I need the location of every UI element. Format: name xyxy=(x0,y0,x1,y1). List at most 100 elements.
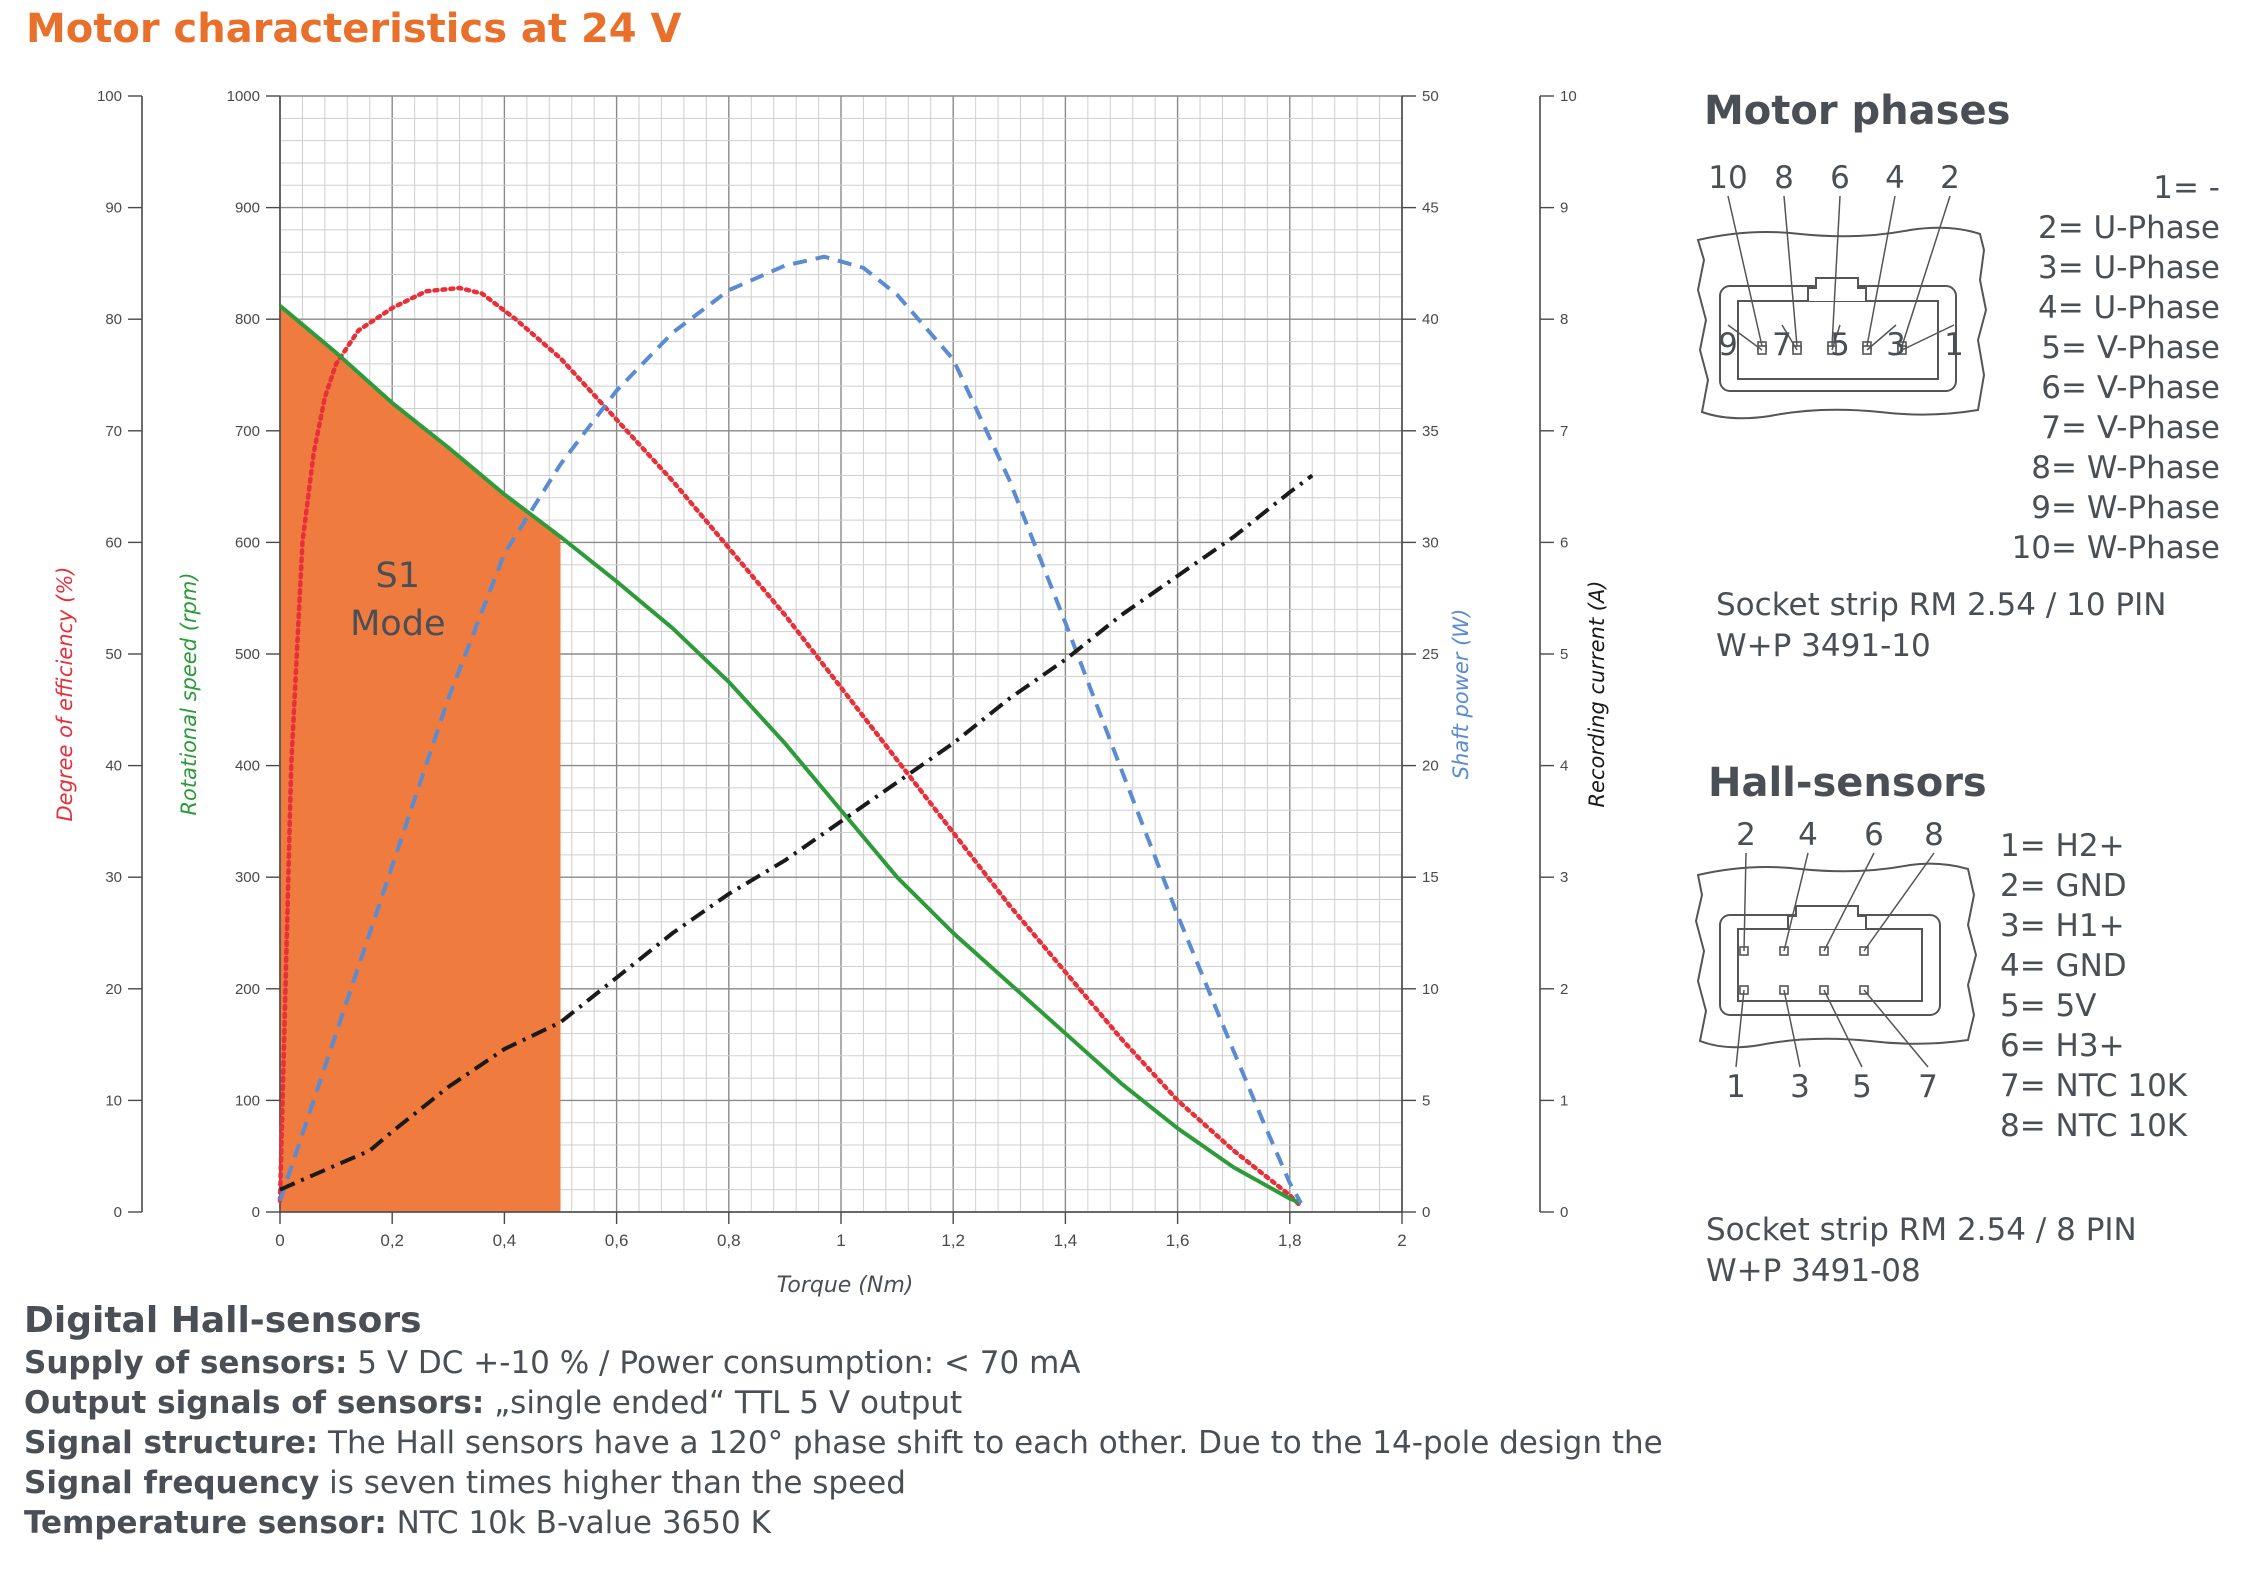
hall-info-line: Output signals of sensors: „single ended… xyxy=(24,1385,963,1421)
x-axis-label: Torque (Nm) xyxy=(777,1273,914,1298)
axis-tick-label: 1000 xyxy=(227,88,260,105)
series-line-speed xyxy=(278,304,1302,1205)
motor-phases-socket-line1: Socket strip RM 2.54 / 10 PIN xyxy=(1716,587,2167,623)
axis-tick-label: 9 xyxy=(1560,200,1568,217)
hall-info-heading: Digital Hall-sensors xyxy=(24,1300,422,1341)
x-axis-tick-label: 1,6 xyxy=(1166,1231,1190,1250)
axis-tick-label: 35 xyxy=(1422,423,1439,440)
hall-sensor-pin-assignment: 5= 5V xyxy=(2000,988,2097,1024)
page-title: Motor characteristics at 24 V xyxy=(26,6,682,52)
connector-pin-number: 1 xyxy=(1944,327,1964,363)
axis-tick-label: 90 xyxy=(105,200,122,217)
axis-tick-label: 20 xyxy=(105,981,122,998)
axis-label-current: Recording current (A) xyxy=(1585,580,1609,807)
x-axis-tick-label: 0,8 xyxy=(717,1231,741,1250)
connector-pin-number: 10 xyxy=(1708,160,1747,196)
chart-series xyxy=(277,254,1314,1209)
motor-phases-connector-diagram: 10 8 6 4 2 9 7 5 3 1 xyxy=(1696,160,1988,420)
connector-key xyxy=(1807,277,1867,301)
axis-tick-label: 50 xyxy=(105,646,122,663)
motor-phase-pin-assignment: 6= V-Phase xyxy=(2041,370,2220,406)
connector-pin-number: 7 xyxy=(1772,327,1792,363)
connector-leader xyxy=(1727,324,1763,351)
connector-pin-number: 6 xyxy=(1830,160,1850,196)
axis-tick-label: 200 xyxy=(235,981,260,998)
axis-tick-label: 900 xyxy=(235,200,260,217)
hall-info-line: Signal structure: The Hall sensors have … xyxy=(24,1425,1663,1461)
s1-mode-label: S1 xyxy=(376,556,421,596)
axis-tick-label: 100 xyxy=(97,88,122,105)
connector-leader xyxy=(1735,989,1745,1068)
axis-tick-label: 100 xyxy=(235,1092,260,1109)
connector-pin-number: 4 xyxy=(1885,160,1905,196)
connector-leader xyxy=(1831,195,1841,347)
s1-mode-region xyxy=(280,305,561,1213)
axis-tick-label: 2 xyxy=(1560,981,1568,998)
axis-label-power: Shaft power (W) xyxy=(1449,609,1473,780)
axis-tick-label: 3 xyxy=(1560,869,1568,886)
hall-sensors-pin-list: 1= H2+ 2= GND 3= H1+ 4= GND 5= 5V 6= H3+ 7= NT… xyxy=(2000,826,2190,1146)
connector-pin-number: 3 xyxy=(1790,1069,1810,1105)
axis-tick-label: 50 xyxy=(1422,88,1439,105)
axis-tick-label: 40 xyxy=(105,758,122,775)
hall-sensor-pin-assignment: 4= GND xyxy=(2000,948,2127,984)
hall-sensor-pin-assignment: 3= H1+ xyxy=(2000,908,2125,944)
x-axis-tick-label: 0,4 xyxy=(493,1231,517,1250)
hall-info-line: Supply of sensors: 5 V DC +-10 % / Power… xyxy=(24,1345,1081,1381)
connector-pin-number: 3 xyxy=(1886,327,1906,363)
connector-key xyxy=(1787,905,1867,929)
connector-leader xyxy=(1783,989,1801,1068)
hall-sensor-pin-assignment: 2= GND xyxy=(2000,868,2127,904)
x-axis-tick-label: 0,2 xyxy=(380,1231,404,1250)
connector-leader xyxy=(1831,324,1841,351)
axis-tick-label: 500 xyxy=(235,646,260,663)
axis-tick-label: 30 xyxy=(1422,534,1439,551)
connector-leader xyxy=(1901,195,1951,347)
s1-mode-region-group: S1 Mode xyxy=(280,305,561,1213)
connector-leader xyxy=(1783,195,1798,347)
connector-pin-number: 9 xyxy=(1718,327,1738,363)
motor-phase-pin-assignment: 5= V-Phase xyxy=(2041,330,2220,366)
axis-tick-label: 0 xyxy=(114,1204,122,1221)
axis-label-efficiency: Degree of efficiency (%) xyxy=(53,567,77,822)
motor-phases-heading: Motor phases xyxy=(1704,88,2011,134)
motor-phases-socket-line2: W+P 3491-10 xyxy=(1716,628,1931,664)
motor-phase-pin-assignment: 10= W-Phase xyxy=(2011,530,2220,566)
hall-sensor-pin-assignment: 6= H3+ xyxy=(2000,1028,2125,1064)
axis-tick-label: 4 xyxy=(1560,758,1568,775)
x-axis-tick-label: 0 xyxy=(275,1231,284,1250)
hall-sensors-connector-diagram: 2 4 6 8 1 3 5 7 xyxy=(1694,817,1978,1105)
hall-sensor-pin-assignment: 7= NTC 10K xyxy=(2000,1068,2188,1104)
series-line-efficiency xyxy=(277,285,1304,1209)
axis-tick-label: 45 xyxy=(1422,200,1439,217)
series-line-current xyxy=(279,473,1314,1192)
axis-tick-label: 20 xyxy=(1422,758,1439,775)
connector-leader xyxy=(1783,852,1809,952)
axis-tick-label: 700 xyxy=(235,423,260,440)
connector-pin-number: 2 xyxy=(1736,817,1756,853)
axis-tick-label: 0 xyxy=(1560,1204,1568,1221)
axis-label-speed: Rotational speed (rpm) xyxy=(177,572,201,815)
axis-tick-label: 15 xyxy=(1422,869,1439,886)
connector-pin-number: 4 xyxy=(1798,817,1818,853)
hall-sensor-pin-assignment: 8= NTC 10K xyxy=(2000,1108,2188,1144)
motor-phase-pin-assignment: 9= W-Phase xyxy=(2031,490,2220,526)
x-axis-tick-label: 0,6 xyxy=(605,1231,629,1250)
axis-tick-label: 10 xyxy=(1560,88,1577,105)
connector-pin-number: 8 xyxy=(1774,160,1794,196)
axis-tick-label: 80 xyxy=(105,311,122,328)
connector-housing xyxy=(1696,226,1988,420)
connector-pin-number: 5 xyxy=(1830,327,1850,363)
axis-tick-label: 5 xyxy=(1560,646,1568,663)
series-line-power xyxy=(278,254,1303,1205)
x-axis-tick-label: 1,4 xyxy=(1054,1231,1078,1250)
hall-sensor-pin-assignment: 1= H2+ xyxy=(2000,828,2125,864)
connector-pin-number: 2 xyxy=(1940,160,1960,196)
connector-leader xyxy=(1727,195,1763,347)
axis-tick-label: 7 xyxy=(1560,423,1568,440)
motor-phase-pin-assignment: 3= U-Phase xyxy=(2038,250,2220,286)
hall-sensors-socket-line1: Socket strip RM 2.54 / 8 PIN xyxy=(1706,1212,2137,1248)
axis-tick-label: 5 xyxy=(1422,1092,1430,1109)
